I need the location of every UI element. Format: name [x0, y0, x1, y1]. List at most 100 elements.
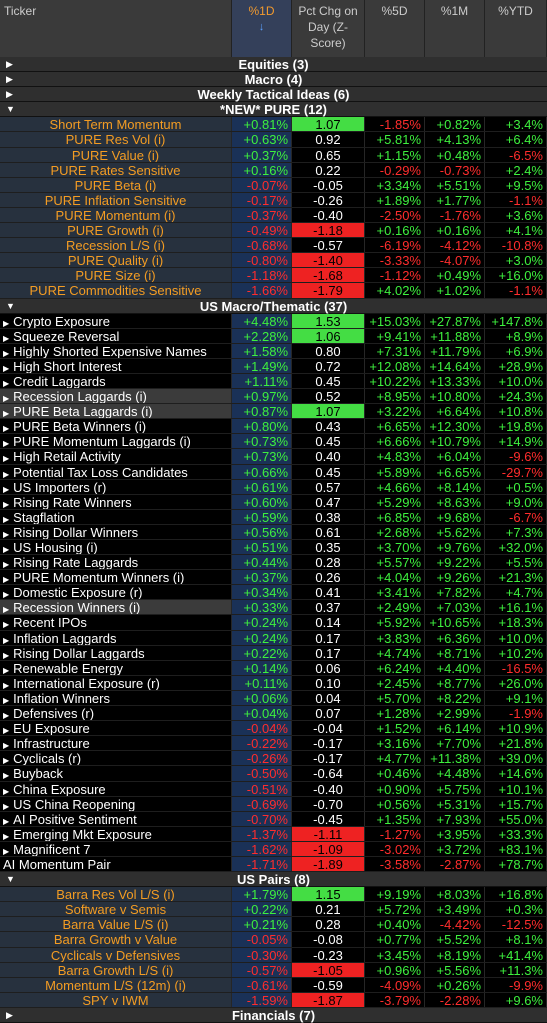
row[interactable]: ▶ High Short Interest +1.49% 0.72 +12.08% +14… [0, 358, 547, 374]
row[interactable]: Software v Semis +0.22% 0.21 +5.72% +3.49% +0… [0, 902, 547, 918]
row[interactable]: ▶ China Exposure -0.51% -0.40 +0.90% +5.75% +1… [0, 781, 547, 797]
expand-icon[interactable]: ▶ [3, 545, 10, 554]
expand-icon[interactable]: ▶ [3, 620, 10, 630]
row[interactable]: ▶ Defensives (r) +0.04% 0.07 +1.28% +2.99% -1.… [0, 706, 547, 722]
expand-icon[interactable]: ▶ [3, 514, 10, 524]
row[interactable]: ▶ Emerging Mkt Exposure -1.37% -1.11 -1.27% +… [0, 826, 547, 842]
row[interactable]: ▶ Recent IPOs +0.24% 0.14 +5.92% +10.65% +18.3… [0, 615, 547, 631]
expand-icon[interactable]: ▶ [3, 318, 10, 328]
row[interactable]: ▶ International Exposure (r) +0.11% 0.10 +2.… [0, 675, 547, 691]
expand-icon[interactable]: ▶ [3, 771, 10, 781]
expand-icon[interactable]: ▶ [6, 74, 13, 85]
expand-icon[interactable]: ▶ [3, 424, 10, 434]
group-header[interactable]: ▼ US Macro/Thematic (37) [0, 298, 547, 314]
expand-icon[interactable]: ▶ [6, 1009, 13, 1020]
expand-icon[interactable]: ▶ [3, 409, 10, 419]
row[interactable]: AI Momentum Pair -1.71% -1.89 -3.58% -2.87% +… [0, 856, 547, 873]
expand-icon[interactable]: ▶ [3, 801, 10, 811]
row[interactable]: PURE Rates Sensitive +0.16% 0.22 -0.29% -0.7… [0, 162, 547, 178]
expand-icon[interactable]: ▶ [3, 348, 10, 358]
row[interactable]: ▶ Magnificent 7 -1.62% -1.09 -3.02% +3.72% +83… [0, 841, 547, 857]
group-header[interactable]: ▼ *NEW* PURE (12) [0, 102, 547, 118]
expand-icon[interactable]: ▶ [6, 59, 13, 69]
expand-icon[interactable]: ▶ [3, 560, 10, 570]
group-header[interactable]: ▶ Weekly Tactical Ideas (6) [0, 87, 547, 103]
expand-icon[interactable]: ▶ [3, 650, 10, 660]
row[interactable]: ▶ Credit Laggards +1.11% 0.45 +10.22% +13.33%… [0, 373, 547, 390]
expand-icon[interactable]: ▶ [3, 635, 10, 645]
row[interactable]: PURE Growth (i) -0.49% -1.18 +0.16% +0.16% +4… [0, 223, 547, 239]
row[interactable]: ▶ Rising Rate Winners +0.60% 0.47 +5.29% +8.6… [0, 494, 547, 510]
row[interactable]: ▶ Potential Tax Loss Candidates +0.66% 0.45… [0, 464, 547, 480]
row[interactable]: SPY v IWM -1.59% -1.87 -3.79% -2.28% +9.6% [0, 992, 547, 1008]
row[interactable]: ▶ Stagflation +0.59% 0.38 +6.85% +9.68% -6.7% [0, 509, 547, 525]
row[interactable]: ▶ Cyclicals (r) -0.26% -0.17 +4.77% +11.38% +3… [0, 751, 547, 767]
expand-icon[interactable]: ▶ [3, 726, 10, 736]
row[interactable]: ▶ AI Positive Sentiment -0.70% -0.45 +1.35% +… [0, 811, 547, 827]
row[interactable]: ▶ Rising Rate Laggards +0.44% 0.28 +5.57% +9.… [0, 555, 547, 571]
row[interactable]: ▶ US China Reopening -0.69% -0.70 +0.56% +5.3… [0, 796, 547, 812]
row[interactable]: PURE Momentum (i) -0.37% -0.40 -2.50% -1.76%… [0, 207, 547, 224]
row[interactable]: ▶ Recession Laggards (i) +0.97% 0.52 +8.95% +… [0, 389, 547, 405]
expand-icon[interactable]: ▶ [3, 816, 10, 826]
row[interactable]: ▶ PURE Beta Winners (i) +0.80% 0.43 +6.65% +1… [0, 419, 547, 435]
expand-icon[interactable]: ▶ [3, 786, 10, 796]
row[interactable]: Short Term Momentum +0.81% 1.07 -1.85% +0.82… [0, 117, 547, 133]
expand-icon[interactable]: ▶ [3, 469, 10, 479]
expand-icon[interactable]: ▶ [3, 363, 10, 373]
col-header[interactable]: %YTD [485, 0, 547, 57]
row[interactable]: ▶ Rising Dollar Laggards +0.22% 0.17 +4.74% +… [0, 645, 547, 661]
row[interactable]: ▶ Buyback -0.50% -0.64 +0.46% +4.48% +14.6% [0, 766, 547, 782]
row[interactable]: ▶ Recession Winners (i) +0.33% 0.37 +2.49% +7… [0, 600, 547, 616]
expand-icon[interactable]: ▶ [3, 439, 10, 449]
expand-icon[interactable]: ▶ [3, 484, 10, 494]
expand-icon[interactable]: ▶ [3, 378, 10, 388]
row[interactable]: Barra Res Vol L/S (i) +1.79% 1.15 +9.19% +8.… [0, 887, 547, 903]
group-header[interactable]: ▶ Financials (7) [0, 1007, 547, 1023]
expand-icon[interactable]: ▶ [3, 695, 10, 705]
expand-icon[interactable]: ▶ [3, 454, 10, 464]
row[interactable]: Barra Growth L/S (i) -0.57% -1.05 +0.96% +5.… [0, 962, 547, 978]
expand-icon[interactable]: ▶ [3, 741, 10, 751]
expand-icon[interactable]: ▶ [6, 89, 13, 100]
expand-icon[interactable]: ▶ [3, 831, 10, 841]
row[interactable]: ▶ Infrastructure -0.22% -0.17 +3.16% +7.70% +2… [0, 736, 547, 752]
row[interactable]: ▶ Domestic Exposure (r) +0.34% 0.41 +3.41% +7… [0, 585, 547, 601]
expand-icon[interactable]: ▶ [3, 590, 10, 600]
col-header[interactable]: Ticker [0, 0, 232, 57]
expand-icon[interactable]: ▼ [6, 300, 15, 311]
row[interactable]: ▶ EU Exposure -0.04% -0.04 +1.52% +6.14% +10.9… [0, 721, 547, 737]
row[interactable]: Barra Growth v Value -0.05% -0.08 +0.77% +5.… [0, 932, 547, 948]
col-header[interactable]: %1M [425, 0, 485, 57]
row[interactable]: ▶ Highly Shorted Expensive Names +1.58% 0.8… [0, 343, 547, 359]
expand-icon[interactable]: ▶ [3, 499, 10, 509]
group-header[interactable]: ▼ US Pairs (8) [0, 872, 547, 888]
row[interactable]: ▶ PURE Momentum Winners (i) +0.37% 0.26 +4.0… [0, 570, 547, 586]
col-header[interactable]: Pct Chg on Day (Z-Score) [292, 0, 365, 57]
expand-icon[interactable]: ▶ [3, 605, 10, 615]
row[interactable]: ▶ Crypto Exposure +4.48% 1.53 +15.03% +27.87%… [0, 313, 547, 329]
expand-icon[interactable]: ▶ [3, 846, 10, 856]
row[interactable]: PURE Value (i) +0.37% 0.65 +1.15% +0.48% -6.5… [0, 147, 547, 163]
expand-icon[interactable]: ▶ [3, 394, 10, 404]
group-header[interactable]: ▶ Macro (4) [0, 72, 547, 88]
row[interactable]: PURE Quality (i) -0.80% -1.40 -3.33% -4.07% +… [0, 253, 547, 269]
row[interactable]: Recession L/S (i) -0.68% -0.57 -6.19% -4.12%… [0, 238, 547, 254]
col-header[interactable]: %1D ↓ [232, 0, 292, 57]
expand-icon[interactable]: ▶ [3, 333, 10, 343]
row[interactable]: ▶ US Housing (i) +0.51% 0.35 +3.70% +9.76% +32… [0, 540, 547, 556]
row[interactable]: ▶ Inflation Laggards +0.24% 0.17 +3.83% +6.36… [0, 630, 547, 646]
col-header[interactable]: %5D [365, 0, 425, 57]
row[interactable]: PURE Commodities Sensitive -1.66% -1.79 +4.… [0, 283, 547, 299]
row[interactable]: Cyclicals v Defensives -0.30% -0.23 +3.45% +… [0, 947, 547, 963]
expand-icon[interactable]: ▼ [6, 104, 15, 115]
expand-icon[interactable]: ▼ [6, 874, 15, 885]
group-header[interactable]: ▶ Equities (3) [0, 57, 547, 73]
expand-icon[interactable]: ▶ [3, 680, 10, 690]
expand-icon[interactable]: ▶ [3, 665, 10, 675]
row[interactable]: ▶ US Importers (r) +0.61% 0.57 +4.66% +8.14% +… [0, 479, 547, 495]
row[interactable]: PURE Beta (i) -0.07% -0.05 +3.34% +5.51% +9.5… [0, 177, 547, 193]
row[interactable]: PURE Size (i) -1.18% -1.68 -1.12% +0.49% +16.… [0, 268, 547, 284]
expand-icon[interactable]: ▶ [3, 711, 10, 721]
row[interactable]: ▶ Rising Dollar Winners +0.56% 0.61 +2.68% +5… [0, 524, 547, 540]
